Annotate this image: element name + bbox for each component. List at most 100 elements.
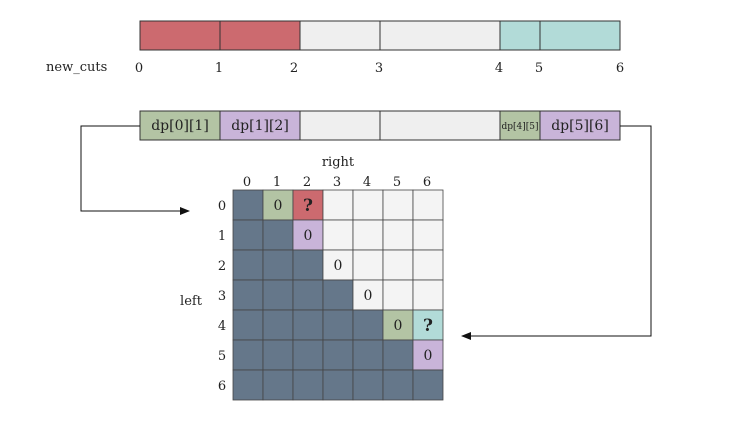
- new-cuts-label: new_cuts: [46, 60, 107, 75]
- matrix-row-header: 1: [218, 229, 226, 244]
- matrix-cell: [412, 309, 444, 341]
- matrix-cell: [262, 339, 294, 371]
- matrix-cell: [352, 339, 384, 371]
- matrix-cell: [262, 279, 294, 311]
- cut-position-label: 3: [375, 61, 383, 76]
- cuts-segment: [539, 20, 621, 51]
- matrix-cell: [352, 249, 384, 281]
- matrix-cell: [352, 279, 384, 311]
- matrix-row-header: 2: [218, 259, 226, 274]
- matrix-cell: [232, 369, 264, 401]
- zero-value-label: 0: [274, 198, 283, 214]
- matrix-column-header: 1: [273, 175, 281, 190]
- matrix-cell: [382, 309, 414, 341]
- matrix-column-headers: 0 1 2 3 4 5 6: [243, 175, 431, 190]
- right-arrow: [461, 125, 652, 340]
- matrix-column-header: 2: [303, 175, 311, 190]
- matrix-cell: [412, 369, 444, 401]
- unknown-value-mark: ?: [303, 196, 313, 216]
- left-axis-label: left: [180, 294, 203, 309]
- matrix-cell: [262, 369, 294, 401]
- matrix-cell: [262, 309, 294, 341]
- matrix-cell: [322, 279, 354, 311]
- matrix-cell: [232, 279, 264, 311]
- matrix-column-header: 4: [363, 175, 371, 190]
- matrix-cell: [292, 339, 324, 371]
- matrix-cell: [262, 219, 294, 251]
- matrix-cell: [412, 219, 444, 251]
- cut-position-label: 1: [215, 61, 223, 76]
- matrix-cell: [322, 339, 354, 371]
- matrix-cell: [292, 279, 324, 311]
- matrix-cell: [352, 189, 384, 221]
- cut-position-label: 6: [616, 61, 624, 76]
- matrix-cell: [382, 369, 414, 401]
- zero-value-label: 0: [304, 228, 313, 244]
- cut-position-label: 2: [290, 61, 298, 76]
- matrix-column-header: 6: [423, 175, 431, 190]
- cut-position-label: 5: [535, 61, 543, 76]
- matrix-row-header: 3: [218, 289, 226, 304]
- matrix-column-header: 5: [393, 175, 401, 190]
- matrix-cell: [382, 279, 414, 311]
- zero-value-label: 0: [334, 258, 343, 274]
- matrix-row-headers: 0 1 2 3 4 5 6: [218, 199, 226, 394]
- zero-value-label: 0: [364, 288, 373, 304]
- matrix-cell: [232, 339, 264, 371]
- dp-segment: [299, 110, 381, 141]
- dp-row-bar: dp[0][1] dp[1][2] dp[4][5] dp[5][6]: [139, 110, 621, 141]
- matrix-cell: [412, 189, 444, 221]
- matrix-row-header: 0: [218, 199, 226, 214]
- matrix-cell: [322, 369, 354, 401]
- matrix-cell: [352, 219, 384, 251]
- matrix-row-header: 5: [218, 349, 226, 364]
- matrix-cell: [232, 249, 264, 281]
- matrix-cell: [262, 249, 294, 281]
- dp-segment: [219, 110, 301, 141]
- right-axis-label: right: [322, 155, 355, 170]
- cuts-tick-labels: 0 1 2 3 4 5 6: [135, 61, 624, 76]
- cuts-segment: [379, 20, 501, 51]
- matrix-cell: [382, 189, 414, 221]
- matrix-cell: [412, 249, 444, 281]
- matrix-cell: [412, 279, 444, 311]
- dp-matrix: 0 ? 0 0 0 0 ? 0: [232, 189, 444, 401]
- dp-segment-label: dp[0][1]: [151, 118, 209, 134]
- matrix-cell: [382, 249, 414, 281]
- cuts-segment: [219, 20, 301, 51]
- dp-segment-label: dp[1][2]: [231, 118, 289, 134]
- dp-segment: [499, 110, 541, 141]
- dp-segment: [139, 110, 221, 141]
- matrix-cell: [382, 339, 414, 371]
- matrix-row-header: 6: [218, 379, 226, 394]
- dp-segment: [379, 110, 501, 141]
- matrix-cell: [412, 339, 444, 371]
- matrix-cell: [352, 309, 384, 341]
- matrix-cell: [292, 249, 324, 281]
- left-arrow: [80, 125, 190, 215]
- matrix-row-header: 4: [218, 319, 226, 334]
- matrix-cell: [382, 219, 414, 251]
- matrix-column-header: 0: [243, 175, 251, 190]
- matrix-cell: [352, 369, 384, 401]
- matrix-cell: [232, 219, 264, 251]
- zero-value-label: 0: [424, 348, 433, 364]
- cuts-segment: [299, 20, 381, 51]
- matrix-cell: [292, 309, 324, 341]
- matrix-cell: [322, 219, 354, 251]
- unknown-value-mark: ?: [423, 316, 433, 336]
- zero-value-label: 0: [394, 318, 403, 334]
- cut-position-label: 4: [495, 61, 503, 76]
- dp-segment-label: dp[5][6]: [551, 118, 609, 134]
- cuts-segment: [139, 20, 221, 51]
- matrix-cell: [292, 369, 324, 401]
- matrix-cell: [232, 189, 264, 221]
- matrix-cell: [232, 309, 264, 341]
- cuts-segment: [499, 20, 541, 51]
- matrix-cell: [322, 189, 354, 221]
- matrix-cell: [322, 309, 354, 341]
- cut-position-label: 0: [135, 61, 143, 76]
- matrix-column-header: 3: [333, 175, 341, 190]
- cuts-bar: [139, 20, 621, 51]
